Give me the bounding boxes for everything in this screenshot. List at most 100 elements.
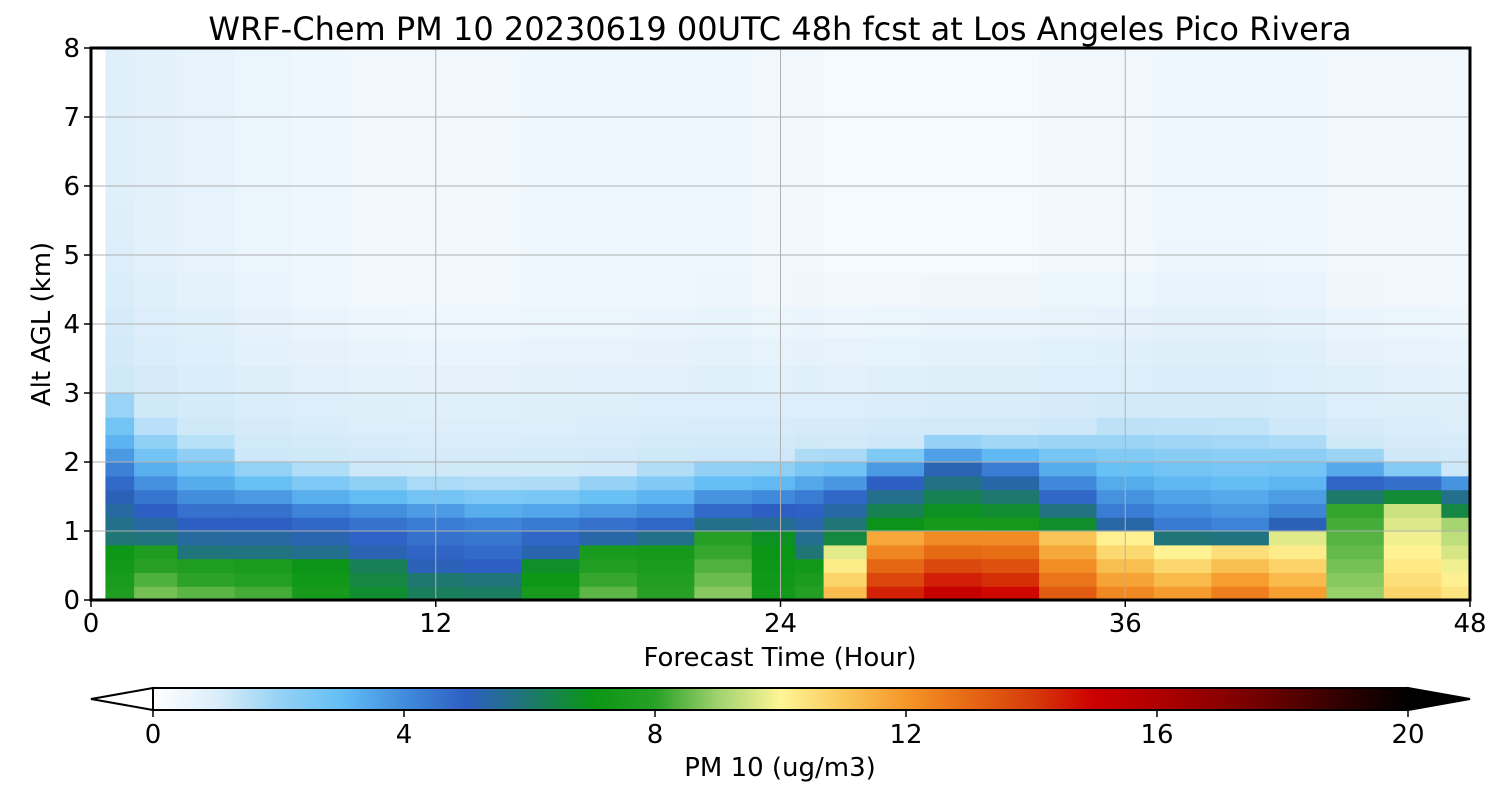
- colorbar-tick-label: 20: [1391, 720, 1424, 750]
- heatmap-cell: [636, 489, 695, 504]
- heatmap-cell: [981, 65, 1040, 101]
- heatmap-cell: [1154, 558, 1213, 573]
- heatmap-cell: [751, 517, 796, 532]
- heatmap-cell: [1039, 531, 1098, 546]
- heatmap-cell: [91, 489, 106, 504]
- heatmap-cell: [1383, 65, 1442, 101]
- heatmap-cell: [521, 272, 580, 308]
- heatmap-cell: [1326, 448, 1385, 463]
- heatmap-cell: [105, 203, 135, 239]
- heatmap-cell: [349, 586, 408, 600]
- heatmap-cell: [1383, 272, 1442, 308]
- chart-title: WRF-Chem PM 10 20230619 00UTC 48h fcst a…: [208, 10, 1351, 48]
- colorbar-tick-label: 16: [1140, 720, 1173, 750]
- heatmap-cell: [1211, 544, 1270, 560]
- heatmap-cell: [1211, 337, 1270, 366]
- heatmap-cell: [981, 531, 1040, 546]
- y-axis-ticks: 0 1 2 3 4 5 6 7 8: [63, 34, 91, 616]
- heatmap-cell: [1039, 337, 1098, 366]
- heatmap-cell: [134, 48, 178, 66]
- heatmap-cell: [1039, 572, 1098, 587]
- heatmap-cell: [91, 365, 106, 394]
- heatmap-cell: [866, 475, 925, 491]
- heatmap-cell: [924, 572, 983, 587]
- heatmap-cell: [579, 393, 638, 418]
- heatmap-cell: [134, 517, 178, 532]
- heatmap-cell: [177, 393, 236, 418]
- heatmap-cell: [579, 448, 638, 463]
- heatmap-cell: [1326, 65, 1385, 101]
- heatmap-cell: [464, 434, 523, 449]
- heatmap-cell: [794, 434, 825, 449]
- heatmap-cell: [579, 65, 638, 101]
- heatmap-cell: [349, 393, 408, 418]
- heatmap-cell: [636, 558, 695, 573]
- heatmap-cell: [91, 503, 106, 518]
- heatmap-cell: [636, 572, 695, 587]
- heatmap-cell: [981, 393, 1040, 418]
- heatmap-cell: [105, 572, 135, 587]
- heatmap-cell: [1154, 475, 1213, 491]
- heatmap-cell: [694, 531, 753, 546]
- heatmap-cell: [1268, 572, 1327, 587]
- heatmap-cell: [794, 448, 825, 463]
- heatmap-cell: [1326, 489, 1385, 504]
- heatmap-cell: [751, 572, 796, 587]
- heatmap-cell: [1039, 558, 1098, 573]
- x-tick-label: 12: [419, 609, 452, 639]
- heatmap-cell: [1039, 203, 1098, 239]
- heatmap-cell: [464, 462, 523, 477]
- heatmap-cell: [1441, 393, 1470, 418]
- heatmap-cell: [1268, 448, 1327, 463]
- heatmap-cell: [794, 489, 825, 504]
- heatmap-cell: [981, 462, 1040, 477]
- heatmap-cell: [1383, 503, 1442, 518]
- heatmap-cell: [636, 503, 695, 518]
- heatmap-cell: [579, 572, 638, 587]
- heatmap-cell: [105, 65, 135, 101]
- heatmap-cell: [1039, 365, 1098, 394]
- heatmap-cell: [1154, 417, 1213, 435]
- heatmap-cell: [177, 489, 236, 504]
- heatmap-cell: [636, 393, 695, 418]
- heatmap-cell: [636, 203, 695, 239]
- heatmap-cell: [464, 306, 523, 339]
- heatmap-cell: [1326, 531, 1385, 546]
- heatmap-cell: [234, 558, 293, 573]
- heatmap-cell: [866, 503, 925, 518]
- heatmap-cell: [234, 572, 293, 587]
- heatmap-cell: [464, 503, 523, 518]
- x-tick-label: 36: [1109, 609, 1142, 639]
- colorbar-tick-label: 0: [145, 720, 162, 750]
- heatmap-cell: [981, 558, 1040, 573]
- heatmap-cell: [866, 203, 925, 239]
- heatmap-cell: [794, 306, 825, 339]
- heatmap-cell: [794, 558, 825, 573]
- colorbar-ticks: 0 4 8 12 16 20: [145, 710, 1425, 750]
- heatmap-cell: [1154, 544, 1213, 560]
- heatmap-cell: [464, 531, 523, 546]
- heatmap-cell: [292, 48, 351, 66]
- heatmap-cell: [91, 475, 106, 491]
- heatmap-cell: [177, 462, 236, 477]
- heatmap-cell: [751, 558, 796, 573]
- heatmap-cell: [1441, 48, 1470, 66]
- heatmap-cell: [1383, 517, 1442, 532]
- heatmap-cell: [981, 544, 1040, 560]
- heatmap-cell: [823, 134, 868, 170]
- heatmap-cell: [694, 462, 753, 477]
- heatmap-cell: [105, 393, 135, 418]
- heatmap-cell: [234, 475, 293, 491]
- heatmap-cell: [751, 448, 796, 463]
- heatmap-cell: [866, 65, 925, 101]
- y-tick-label: 0: [63, 586, 80, 616]
- heatmap-cell: [177, 203, 236, 239]
- heatmap-cell: [105, 531, 135, 546]
- heatmap-cell: [349, 448, 408, 463]
- heatmap-cell: [91, 586, 106, 600]
- x-tick-label: 24: [764, 609, 797, 639]
- heatmap-cell: [521, 558, 580, 573]
- heatmap-cell: [1268, 475, 1327, 491]
- colorbar-label: PM 10 (ug/m3): [684, 753, 876, 783]
- heatmap-cell: [579, 434, 638, 449]
